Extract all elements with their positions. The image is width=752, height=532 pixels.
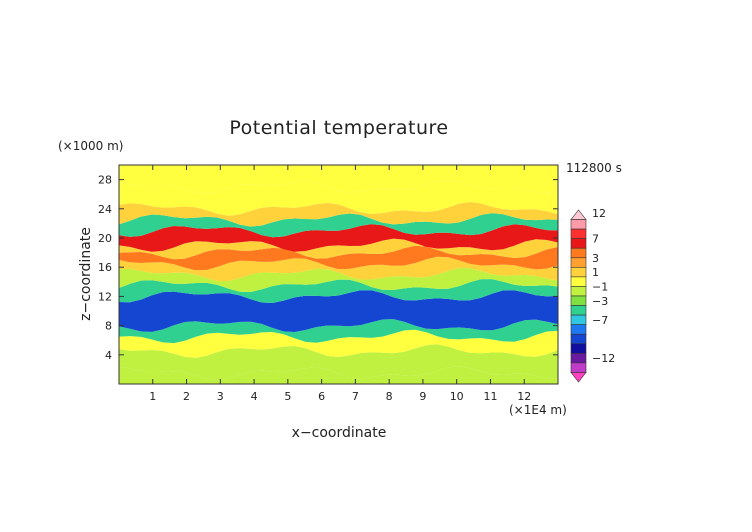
x-unit-label: (×1E4 m) (509, 403, 567, 417)
heatmap-layer (119, 366, 558, 384)
colorbar-swatch (570, 372, 587, 383)
colorbar-swatch (570, 228, 587, 239)
y-tick-label: 4 (105, 349, 112, 362)
x-tick-label: 3 (217, 390, 224, 403)
colorbar-swatch (570, 267, 587, 278)
colorbar-swatch (570, 353, 587, 364)
colorbar-swatch (570, 314, 587, 325)
colorbar-label: 7 (592, 233, 599, 246)
colorbar-swatch (570, 276, 587, 287)
y-unit-label: (×1000 m) (58, 139, 123, 153)
y-axis: 4 8 12 16 20 24 28 (98, 174, 558, 362)
x-axis: 1 2 3 4 5 6 7 8 9 10 11 12 (149, 165, 531, 403)
colorbar-legend: 12 7 31−1 −3 −7 −12 (570, 207, 615, 383)
colorbar-swatch (570, 238, 587, 249)
heatmap-layer (119, 319, 558, 344)
y-tick-label: 24 (98, 203, 112, 216)
colorbar-swatch (570, 333, 587, 345)
x-tick-label: 10 (450, 390, 464, 403)
heatmap-layer (119, 224, 558, 252)
heatmap-layer (119, 344, 558, 380)
chart-title: Potential temperature (229, 117, 448, 139)
heatmap-layer (119, 238, 558, 260)
heatmap-layer (119, 165, 558, 194)
colorbar-label: 3 (592, 252, 599, 265)
colorbar-label: 12 (592, 207, 606, 220)
heatmap-layer (119, 213, 558, 238)
x-tick-label: 11 (483, 390, 497, 403)
y-tick-label: 16 (98, 261, 112, 274)
colorbar-swatch (570, 343, 587, 354)
time-label: 112800 s (566, 161, 622, 175)
heatmap-layer (119, 180, 558, 216)
plot-frame (118, 164, 559, 385)
colorbar-label: −12 (592, 352, 615, 365)
y-tick-label: 8 (105, 320, 112, 333)
colorbar-swatch (570, 257, 587, 268)
colorbar-label: −7 (592, 314, 608, 327)
colorbar-swatch (570, 209, 587, 220)
y-axis-label: z−coordinate (78, 227, 94, 321)
y-tick-label: 20 (98, 232, 112, 245)
heatmap-layer (119, 279, 558, 303)
x-tick-label: 5 (284, 390, 291, 403)
colorbar-label: −1 (592, 280, 608, 293)
x-tick-label: 6 (318, 390, 325, 403)
colorbar-swatch (570, 305, 587, 316)
x-tick-label: 9 (419, 390, 426, 403)
x-tick-label: 8 (386, 390, 393, 403)
y-tick-label: 28 (98, 174, 112, 187)
colorbar-swatch (570, 219, 587, 230)
x-tick-label: 2 (183, 390, 190, 403)
colorbar-label: 1 (592, 266, 599, 279)
colorbar-swatch (570, 247, 587, 259)
colorbar-swatch (570, 362, 587, 373)
heatmap-layer (119, 290, 558, 332)
heatmap-layer (119, 256, 558, 281)
colorbar-swatch (570, 295, 587, 306)
heatmap-layer (119, 329, 558, 358)
heatmap-layer (119, 267, 558, 292)
heatmap-layer (119, 202, 558, 227)
x-tick-label: 4 (251, 390, 258, 403)
x-axis-label: x−coordinate (292, 425, 387, 441)
heatmap-plot-area (119, 165, 558, 384)
x-tick-label: 12 (517, 390, 531, 403)
y-tick-label: 12 (98, 290, 112, 303)
x-tick-label: 7 (352, 390, 359, 403)
colorbar-swatch (570, 324, 587, 335)
heatmap-layer (119, 245, 558, 271)
colorbar-swatch (570, 286, 587, 297)
colorbar-label: −3 (592, 295, 608, 308)
x-tick-label: 1 (149, 390, 156, 403)
